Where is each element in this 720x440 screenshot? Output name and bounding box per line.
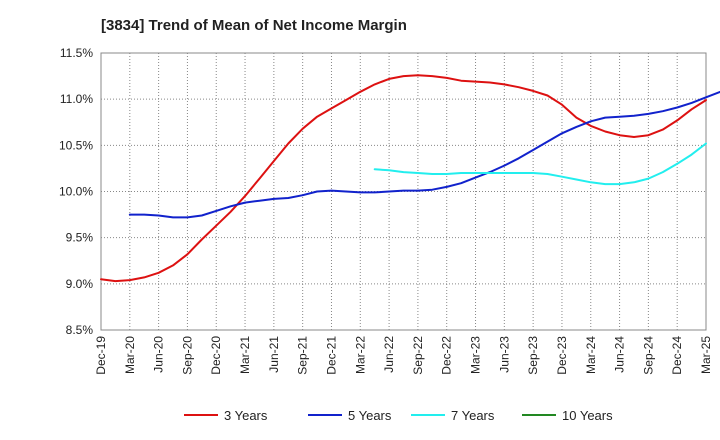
x-tick-label: Dec-21 [324,336,338,375]
x-tick-label: Dec-22 [440,336,454,375]
legend-label: 5 Years [348,408,392,423]
y-tick-label: 10.5% [59,138,93,152]
x-tick-label: Sep-22 [411,336,425,375]
x-tick-label: Jun-22 [382,336,396,373]
x-tick-label: Mar-22 [353,336,367,374]
y-tick-label: 11.5% [60,46,93,60]
x-tick-label: Mar-24 [584,336,598,374]
x-tick-label: Mar-20 [123,336,137,374]
x-tick-label: Mar-23 [469,336,483,374]
x-tick-label: Jun-23 [497,336,511,373]
y-tick-label: 10.0% [59,185,93,199]
x-tick-label: Mar-21 [238,336,252,374]
legend: 3 Years 5 Years 7 Years 10 Years [184,408,613,423]
x-tick-label: Jun-21 [267,336,281,373]
x-tick-label: Mar-25 [699,336,713,374]
x-tick-label: Jun-20 [152,336,166,373]
y-tick-label: 11.0% [60,92,93,106]
axes: 8.5% 9.0% 9.5% 10.0% 10.5% 11.0% 11.5% Dec-19 Ma… [59,46,713,375]
x-tick-label: Sep-24 [641,336,655,375]
y-tick-label: 9.5% [66,231,94,245]
x-tick-label: Dec-19 [94,336,108,375]
legend-label: 3 Years [224,408,268,423]
x-tick-label: Dec-20 [209,336,223,375]
x-tick-label: Dec-23 [555,336,569,375]
series-line-7-years [373,142,707,186]
y-tick-label: 8.5% [66,323,94,337]
y-tick-label: 9.0% [66,277,94,291]
chart-title: [3834] Trend of Mean of Net Income Margi… [101,17,407,34]
legend-label: 10 Years [562,408,613,423]
series-line-3-years [100,74,707,283]
x-tick-label: Sep-21 [296,336,310,375]
x-tick-label: Dec-24 [670,336,684,375]
legend-label: 7 Years [451,408,495,423]
x-tick-label: Sep-20 [180,336,194,375]
plot-frame [100,52,707,331]
x-tick-label: Jun-24 [613,336,627,373]
series-lines [100,74,720,283]
grid [100,52,707,331]
series-line-5-years [128,90,720,219]
x-tick-label: Sep-23 [526,336,540,375]
